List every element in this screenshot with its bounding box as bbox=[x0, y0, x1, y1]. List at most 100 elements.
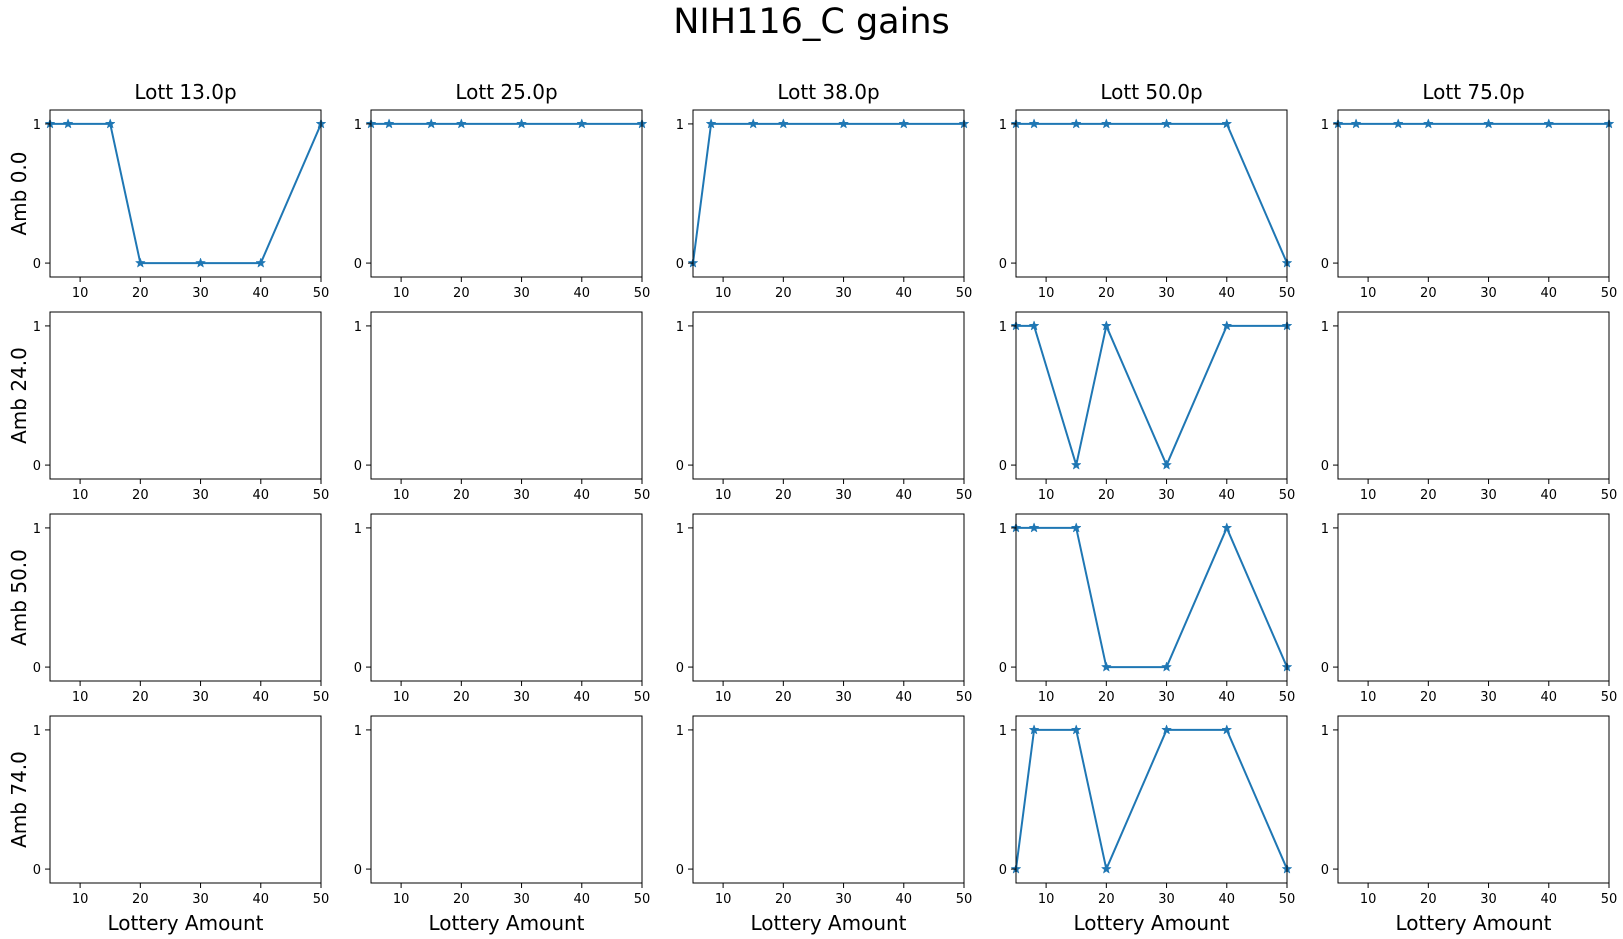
data-point-r0-c0-1 bbox=[62, 118, 74, 129]
data-point-r0-c1-5 bbox=[576, 118, 588, 129]
subplot-frame-r1-c1 bbox=[370, 311, 643, 480]
x-tick-label-r2-c1-50: 50 bbox=[634, 690, 651, 705]
subplot-frame-r0-c2 bbox=[692, 109, 965, 278]
x-axis-label-2: Lottery Amount bbox=[750, 911, 906, 935]
x-tick-label-r0-c0-30: 30 bbox=[192, 286, 209, 301]
subplot-frame-r1-c0 bbox=[49, 311, 322, 480]
y-tick-label-r3-c2-0: 0 bbox=[676, 863, 684, 878]
x-tick-label-r1-c4-10: 10 bbox=[1360, 488, 1377, 503]
data-point-r0-c2-1 bbox=[705, 118, 717, 129]
data-point-r0-c0-5 bbox=[255, 257, 267, 268]
x-tick-label-r3-c4-40: 40 bbox=[1541, 892, 1558, 907]
y-tick-label-r1-c2-0: 0 bbox=[676, 459, 684, 474]
y-tick-label-r3-c4-0: 0 bbox=[1321, 863, 1329, 878]
x-tick-label-r1-c1-40: 40 bbox=[574, 488, 591, 503]
data-point-r2-c3-2 bbox=[1070, 522, 1082, 533]
x-tick-label-r2-c2-10: 10 bbox=[715, 690, 732, 705]
data-point-r0-c1-3 bbox=[455, 118, 467, 129]
data-point-r0-c0-4 bbox=[195, 257, 206, 268]
data-point-r0-c1-2 bbox=[425, 118, 437, 129]
data-point-r2-c3-4 bbox=[1161, 661, 1172, 672]
x-tick-label-r0-c4-20: 20 bbox=[1420, 286, 1437, 301]
x-tick-label-r1-c1-10: 10 bbox=[393, 488, 410, 503]
x-tick-label-r1-c1-30: 30 bbox=[513, 488, 530, 503]
x-tick-label-r1-c2-40: 40 bbox=[896, 488, 913, 503]
x-tick-label-r3-c0-50: 50 bbox=[313, 892, 330, 907]
x-tick-label-r1-c2-30: 30 bbox=[835, 488, 852, 503]
x-tick-label-r3-c0-30: 30 bbox=[192, 892, 209, 907]
x-tick-label-r2-c3-20: 20 bbox=[1098, 690, 1115, 705]
y-tick-label-r0-c0-0: 0 bbox=[33, 257, 41, 272]
subplot-frame-r1-c4 bbox=[1337, 311, 1610, 480]
x-tick-label-r3-c1-20: 20 bbox=[453, 892, 470, 907]
figure-title: NIH116_C gains bbox=[673, 2, 950, 42]
x-tick-label-r1-c3-30: 30 bbox=[1158, 488, 1175, 503]
x-tick-label-r0-c2-20: 20 bbox=[775, 286, 792, 301]
y-tick-label-r0-c0-1: 1 bbox=[33, 118, 41, 133]
x-tick-label-r1-c0-40: 40 bbox=[253, 488, 270, 503]
x-tick-label-r2-c3-10: 10 bbox=[1038, 690, 1055, 705]
y-tick-label-r1-c3-1: 1 bbox=[999, 320, 1007, 335]
y-tick-label-r3-c2-1: 1 bbox=[676, 724, 684, 739]
x-axis-label-1: Lottery Amount bbox=[428, 911, 584, 935]
x-tick-label-r0-c1-10: 10 bbox=[393, 286, 410, 301]
y-tick-label-r2-c3-1: 1 bbox=[999, 522, 1007, 537]
subplot-frame-r0-c3 bbox=[1015, 109, 1288, 278]
x-tick-label-r0-c4-40: 40 bbox=[1541, 286, 1558, 301]
row-label-3: Amb 74.0 bbox=[7, 751, 31, 848]
y-tick-label-r3-c3-0: 0 bbox=[999, 863, 1007, 878]
x-tick-label-r3-c1-10: 10 bbox=[393, 892, 410, 907]
series-line-r3-c3 bbox=[1015, 728, 1288, 871]
y-tick-label-r2-c3-0: 0 bbox=[999, 661, 1007, 676]
x-tick-label-r3-c3-30: 30 bbox=[1158, 892, 1175, 907]
y-tick-label-r3-c0-1: 1 bbox=[33, 724, 41, 739]
x-tick-label-r1-c0-20: 20 bbox=[132, 488, 149, 503]
subplot-frame-r2-c4 bbox=[1337, 513, 1610, 682]
x-tick-label-r1-c3-20: 20 bbox=[1098, 488, 1115, 503]
column-title-2: Lott 38.0p bbox=[777, 80, 879, 104]
x-tick-label-r0-c2-40: 40 bbox=[896, 286, 913, 301]
x-tick-label-r2-c2-50: 50 bbox=[956, 690, 973, 705]
subplot-frame-r0-c0 bbox=[49, 109, 322, 278]
subplot-frame-r3-c3 bbox=[1015, 715, 1288, 884]
x-tick-label-r2-c4-40: 40 bbox=[1541, 690, 1558, 705]
x-tick-label-r3-c0-20: 20 bbox=[132, 892, 149, 907]
data-point-r1-c3-5 bbox=[1221, 320, 1233, 331]
x-tick-label-r2-c0-30: 30 bbox=[192, 690, 209, 705]
x-tick-label-r2-c0-10: 10 bbox=[72, 690, 89, 705]
x-tick-label-r1-c2-20: 20 bbox=[775, 488, 792, 503]
x-tick-label-r1-c3-50: 50 bbox=[1279, 488, 1296, 503]
x-tick-label-r3-c2-40: 40 bbox=[896, 892, 913, 907]
data-point-r3-c3-2 bbox=[1070, 724, 1082, 735]
y-tick-label-r0-c3-0: 0 bbox=[999, 257, 1007, 272]
x-tick-label-r3-c0-40: 40 bbox=[253, 892, 270, 907]
x-tick-label-r2-c1-20: 20 bbox=[453, 690, 470, 705]
data-point-r0-c4-2 bbox=[1392, 118, 1404, 129]
data-point-r0-c3-5 bbox=[1221, 118, 1233, 129]
y-tick-label-r2-c4-1: 1 bbox=[1321, 522, 1329, 537]
y-tick-label-r1-c3-0: 0 bbox=[999, 459, 1007, 474]
y-tick-label-r2-c1-0: 0 bbox=[354, 661, 362, 676]
subplot-frame-r2-c1 bbox=[370, 513, 643, 682]
y-tick-label-r2-c0-1: 1 bbox=[33, 522, 41, 537]
y-tick-label-r0-c1-1: 1 bbox=[354, 118, 362, 133]
subplot-frame-r3-c4 bbox=[1337, 715, 1610, 884]
x-tick-label-r2-c0-50: 50 bbox=[313, 690, 330, 705]
y-tick-label-r3-c4-1: 1 bbox=[1321, 724, 1329, 739]
x-axis-label-4: Lottery Amount bbox=[1395, 911, 1551, 935]
x-tick-label-r3-c2-30: 30 bbox=[835, 892, 852, 907]
subplot-frame-r2-c3 bbox=[1015, 513, 1288, 682]
subplot-frame-r1-c2 bbox=[692, 311, 965, 480]
x-tick-label-r3-c1-50: 50 bbox=[634, 892, 651, 907]
data-point-r3-c3-3 bbox=[1100, 863, 1112, 874]
y-tick-label-r1-c4-0: 0 bbox=[1321, 459, 1329, 474]
y-tick-label-r0-c2-1: 1 bbox=[676, 118, 684, 133]
x-tick-label-r0-c3-20: 20 bbox=[1098, 286, 1115, 301]
x-tick-label-r0-c3-30: 30 bbox=[1158, 286, 1175, 301]
y-tick-label-r1-c2-1: 1 bbox=[676, 320, 684, 335]
x-tick-label-r3-c2-50: 50 bbox=[956, 892, 973, 907]
row-label-0: Amb 0.0 bbox=[7, 151, 31, 235]
data-point-r1-c3-2 bbox=[1070, 459, 1082, 470]
data-point-r3-c3-4 bbox=[1161, 724, 1172, 735]
y-tick-label-r3-c3-1: 1 bbox=[999, 724, 1007, 739]
